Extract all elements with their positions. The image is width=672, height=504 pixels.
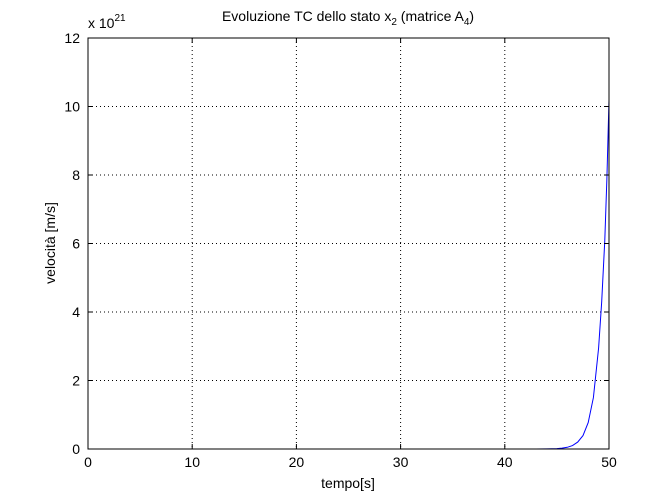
y-tick-label: 0	[72, 441, 80, 457]
x-tick-label: 10	[184, 454, 200, 470]
x-axis-label: tempo[s]	[321, 475, 375, 491]
y-axis-label: velocità [m/s]	[42, 202, 58, 284]
exponent-power: 21	[114, 13, 126, 24]
title-sub2: 4	[464, 17, 470, 28]
y-tick-label: 8	[72, 167, 80, 183]
exponent-base: x 10	[88, 15, 115, 31]
tick-layer: 0 10 20 30 40 50 0 2 4 6 8 10 12	[64, 30, 617, 470]
y-tick-label: 10	[64, 99, 80, 115]
grid-layer	[88, 38, 609, 449]
exponent-label: x 1021	[88, 13, 126, 31]
title-end: )	[469, 8, 474, 24]
x-tick-label: 50	[601, 454, 617, 470]
y-tick-label: 2	[72, 373, 80, 389]
chart-title: Evoluzione TC dello stato x2 (matrice A4…	[222, 8, 474, 28]
x-tick-label: 40	[497, 454, 513, 470]
y-tick-label: 12	[64, 30, 80, 46]
x-tick-label: 0	[84, 454, 92, 470]
title-mid: (matrice A	[397, 8, 465, 24]
y-tick-label: 4	[72, 304, 80, 320]
title-main: Evoluzione TC dello stato x	[222, 8, 391, 24]
x-tick-label: 20	[289, 454, 305, 470]
y-tick-label: 6	[72, 236, 80, 252]
x-tick-label: 30	[393, 454, 409, 470]
title-sub: 2	[391, 17, 397, 28]
